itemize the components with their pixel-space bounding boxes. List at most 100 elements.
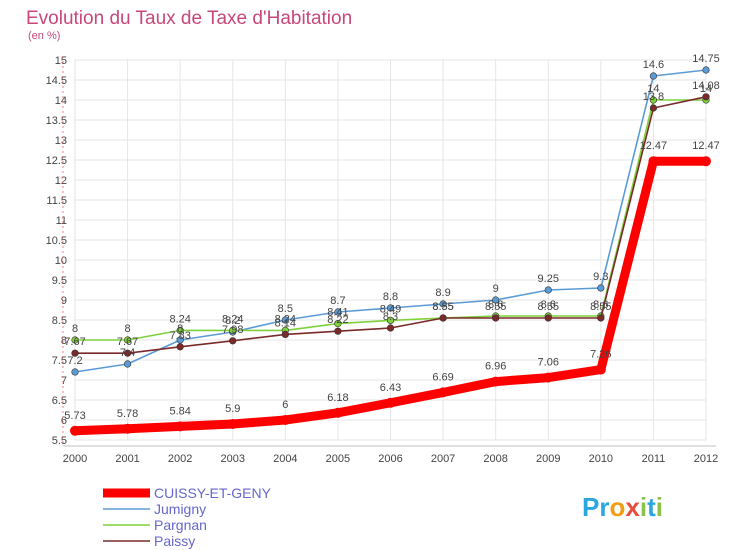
data-label: 8.6 <box>488 299 503 311</box>
data-point <box>71 368 79 376</box>
data-point <box>490 376 501 387</box>
data-label: 6.96 <box>485 361 506 373</box>
data-labels: 7.2 7.4 8 8.2 8.5 8.7 8.8 8.9 9 9.25 9.3 14.6 14.75 8… <box>64 53 719 422</box>
data-point <box>543 372 554 383</box>
data-label: 8.3 <box>383 311 398 323</box>
data-label: 8.7 <box>330 295 345 307</box>
data-point <box>281 316 289 324</box>
data-label: 14.08 <box>692 80 720 92</box>
y-tick-label: 6.5 <box>52 395 67 407</box>
data-label: 14 <box>700 83 712 95</box>
data-label: 9.25 <box>538 273 559 285</box>
data-label: 7.2 <box>67 355 82 367</box>
x-tick-label: 2004 <box>273 453 297 465</box>
chart-title: Evolution du Taux de Taxe d'Habitation <box>26 8 352 29</box>
data-point <box>334 327 342 335</box>
x-tick-label: 2009 <box>536 453 560 465</box>
data-point <box>649 72 658 80</box>
data-label: 7.26 <box>590 349 611 361</box>
data-label: 7.83 <box>169 330 190 342</box>
y-tick-label: 7 <box>61 375 67 387</box>
data-point <box>544 314 552 322</box>
y-tick-label: 11.5 <box>46 195 67 207</box>
data-label: 14.6 <box>643 59 664 71</box>
data-point <box>648 156 659 167</box>
data-label: 8.24 <box>222 313 243 325</box>
data-label: 8.49 <box>380 303 401 315</box>
data-point <box>385 397 396 408</box>
y-tick-label: 12.5 <box>46 155 67 167</box>
data-label: 8.14 <box>275 317 296 329</box>
data-point <box>229 326 237 335</box>
data-label: 8.55 <box>485 301 506 313</box>
x-tick-label: 2010 <box>589 453 613 465</box>
data-label: 7.67 <box>64 336 85 348</box>
data-label: 5.78 <box>117 408 138 420</box>
data-point <box>334 320 342 328</box>
data-point <box>71 349 79 357</box>
data-label: 8.5 <box>278 303 293 315</box>
data-point <box>332 407 343 418</box>
data-label: 5.73 <box>64 410 85 422</box>
data-point <box>123 336 132 344</box>
data-point <box>280 415 291 425</box>
data-point <box>492 296 500 304</box>
data-label: 6 <box>282 399 288 411</box>
data-point <box>122 423 133 434</box>
data-label: 6.43 <box>380 382 401 394</box>
data-point <box>649 104 658 112</box>
data-point <box>544 286 552 294</box>
data-label: 9 <box>493 283 499 295</box>
data-label: 8.24 <box>275 313 296 325</box>
x-tick-label: 2001 <box>115 453 139 465</box>
data-label: 8.41 <box>327 307 348 319</box>
data-label: 8 <box>177 323 183 335</box>
data-label: 8.9 <box>435 287 450 299</box>
y-tick-label: 7.5 <box>52 355 67 367</box>
series-lines <box>70 66 711 436</box>
y-tick-label: 9 <box>61 295 67 307</box>
data-label: 8.55 <box>590 301 611 313</box>
proxiti-logo: Proxiti <box>582 492 663 522</box>
data-point <box>702 93 710 101</box>
data-point <box>438 387 449 398</box>
y-tick-label: 14.5 <box>46 75 67 87</box>
data-point <box>229 337 237 345</box>
data-label: 8.55 <box>432 301 453 313</box>
data-label: 8 <box>125 323 131 335</box>
data-point <box>702 66 710 74</box>
data-label: 14.75 <box>692 53 720 65</box>
axes: 5.5 6 6.5 7 7.5 8 8.5 9 9.5 10 10.5 11 11.5 12 12.5 13 1… <box>46 55 719 465</box>
data-point <box>595 364 606 375</box>
data-label: 6.18 <box>327 392 348 404</box>
y-tick-label: 13.5 <box>46 115 67 127</box>
data-label: 12.47 <box>692 140 720 152</box>
data-point <box>70 425 80 436</box>
y-tick-label: 8.5 <box>52 315 67 327</box>
data-point <box>701 156 711 167</box>
data-label: 5.84 <box>169 405 190 417</box>
data-point <box>176 326 184 335</box>
x-tick-label: 2008 <box>483 453 507 465</box>
data-label: 13.8 <box>643 91 664 103</box>
data-point <box>176 343 184 351</box>
data-point <box>439 314 447 322</box>
data-point <box>175 421 186 432</box>
x-tick-label: 2011 <box>642 453 666 465</box>
data-label: 8 <box>72 323 78 335</box>
data-point <box>281 330 289 339</box>
data-label: 8.55 <box>538 301 559 313</box>
data-point <box>123 360 132 368</box>
data-label: 8.55 <box>432 301 453 313</box>
data-label: 6.69 <box>432 371 453 383</box>
data-label: 8.2 <box>225 315 240 327</box>
data-label: 8.6 <box>541 299 556 311</box>
y-tick-label: 13 <box>55 135 67 147</box>
data-point <box>334 308 342 316</box>
data-label: 12.47 <box>640 140 668 152</box>
legend-label: Pargnan <box>154 517 207 533</box>
data-point <box>597 284 605 292</box>
